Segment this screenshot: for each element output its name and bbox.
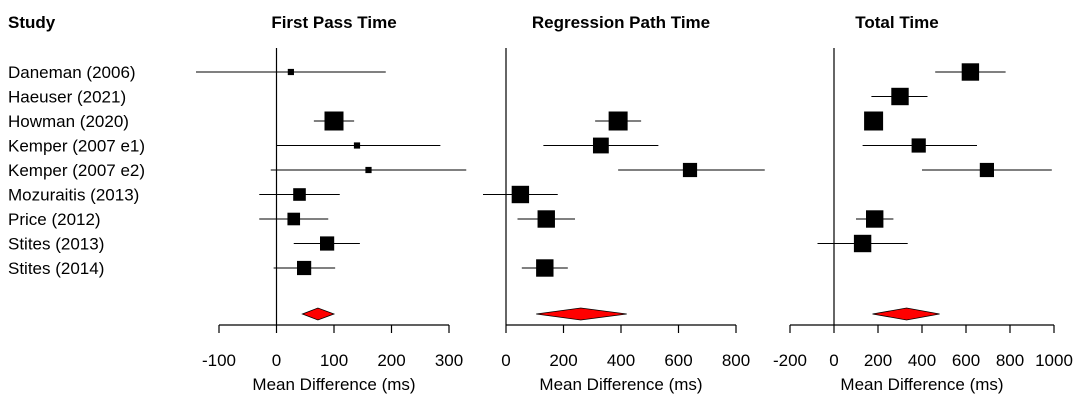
x-tick-label: 200 — [549, 351, 577, 370]
x-axis-label: Mean Difference (ms) — [539, 375, 702, 394]
point-estimate-marker — [511, 185, 530, 204]
estimate-daneman-2006 — [935, 63, 1006, 81]
point-estimate-marker — [682, 162, 698, 178]
pooled-estimate-diamond — [536, 307, 627, 321]
study-label-kemper-2007-e1: Kemper (2007 e1) — [8, 137, 145, 156]
point-estimate-marker — [608, 111, 628, 131]
panel-total-time: Total Time -200 0 200 400 600 800 1000 Mean Diff… — [773, 13, 1073, 394]
estimate-howman-2020 — [313, 111, 355, 131]
panel-title: First Pass Time — [271, 13, 396, 32]
study-column-header: Study — [8, 13, 56, 32]
estimate-stites-2014 — [273, 260, 336, 276]
x-tick-label: 200 — [377, 351, 405, 370]
x-tick-label: 300 — [435, 351, 463, 370]
pooled-estimate-diamond — [872, 307, 940, 321]
x-tick-label: 800 — [996, 351, 1024, 370]
point-estimate-marker — [911, 138, 926, 153]
x-axis-label: Mean Difference (ms) — [840, 375, 1003, 394]
point-estimate-marker — [324, 111, 344, 131]
estimate-kemper-2007-e2 — [270, 166, 467, 174]
x-tick-label: 800 — [722, 351, 750, 370]
point-estimate-marker — [979, 162, 994, 178]
study-label-daneman-2006: Daneman (2006) — [8, 63, 136, 82]
point-estimate-marker — [592, 137, 609, 154]
estimate-stites-2014 — [521, 259, 568, 277]
estimate-price-2012 — [517, 210, 575, 228]
estimate-stites-2013 — [293, 236, 360, 251]
estimate-howman-2020 — [595, 111, 642, 131]
estimate-kemper-2007-e1 — [276, 142, 441, 149]
panel-first-pass-time: First Pass Time -100 0 100 200 300 Mean Differ… — [196, 13, 467, 394]
x-tick-label: -200 — [773, 351, 807, 370]
panel-title: Total Time — [855, 13, 938, 32]
x-tick-label: 600 — [664, 351, 692, 370]
panel-regression-path-time: Regression Path Time 0 200 400 600 800 Mean Di… — [483, 13, 765, 394]
x-tick-label: 1000 — [1035, 351, 1073, 370]
point-estimate-marker — [853, 234, 872, 253]
point-estimate-marker — [287, 212, 301, 226]
study-label-haeuser-2021: Haeuser (2021) — [8, 88, 126, 107]
estimate-mozuraitis-2013 — [483, 185, 558, 204]
study-label-mozuraitis-2013: Mozuraitis (2013) — [8, 186, 139, 205]
study-label-howman-2020: Howman (2020) — [8, 112, 129, 131]
estimate-kemper-2007-e1 — [862, 138, 977, 153]
point-estimate-marker — [297, 260, 312, 276]
point-estimate-marker — [891, 87, 909, 106]
estimate-daneman-2006 — [196, 68, 386, 76]
study-labels: Daneman (2006) Haeuser (2021) Howman (2020… — [8, 63, 145, 278]
x-tick-label: 0 — [272, 351, 281, 370]
estimate-price-2012 — [856, 210, 894, 228]
x-tick-label: 100 — [320, 351, 348, 370]
x-tick-label: 400 — [607, 351, 635, 370]
pooled-estimate-diamond — [301, 307, 336, 321]
x-tick-label: -100 — [202, 351, 236, 370]
point-estimate-marker — [537, 210, 555, 228]
point-estimate-marker — [353, 142, 361, 149]
estimate-price-2012 — [259, 212, 329, 226]
estimate-kemper-2007-e1 — [543, 137, 659, 154]
study-label-stites-2014: Stites (2014) — [8, 259, 104, 278]
point-estimate-marker — [961, 63, 980, 81]
estimate-stites-2013 — [817, 234, 908, 253]
point-estimate-marker — [320, 236, 335, 251]
estimate-mozuraitis-2013 — [259, 188, 340, 201]
x-tick-label: 0 — [829, 351, 838, 370]
x-tick-label: 400 — [908, 351, 936, 370]
x-tick-label: 0 — [501, 351, 510, 370]
x-tick-label: 200 — [864, 351, 892, 370]
x-tick-label: 600 — [952, 351, 980, 370]
x-axis-label: Mean Difference (ms) — [252, 375, 415, 394]
point-estimate-marker — [287, 68, 294, 76]
point-estimate-marker — [293, 188, 306, 201]
point-estimate-marker — [365, 166, 372, 174]
point-estimate-marker — [864, 111, 884, 131]
study-label-stites-2013: Stites (2013) — [8, 235, 104, 254]
panel-title: Regression Path Time — [532, 13, 710, 32]
study-label-kemper-2007-e2: Kemper (2007 e2) — [8, 161, 145, 180]
point-estimate-marker — [866, 210, 884, 228]
estimate-howman-2020 — [864, 111, 884, 131]
estimate-haeuser-2021 — [871, 87, 928, 106]
panels: First Pass Time -100 0 100 200 300 Mean Differ… — [196, 13, 1073, 394]
estimate-kemper-2007-e2 — [618, 162, 765, 178]
point-estimate-marker — [536, 259, 554, 277]
study-label-price-2012: Price (2012) — [8, 210, 101, 229]
estimate-kemper-2007-e2 — [922, 162, 1052, 178]
